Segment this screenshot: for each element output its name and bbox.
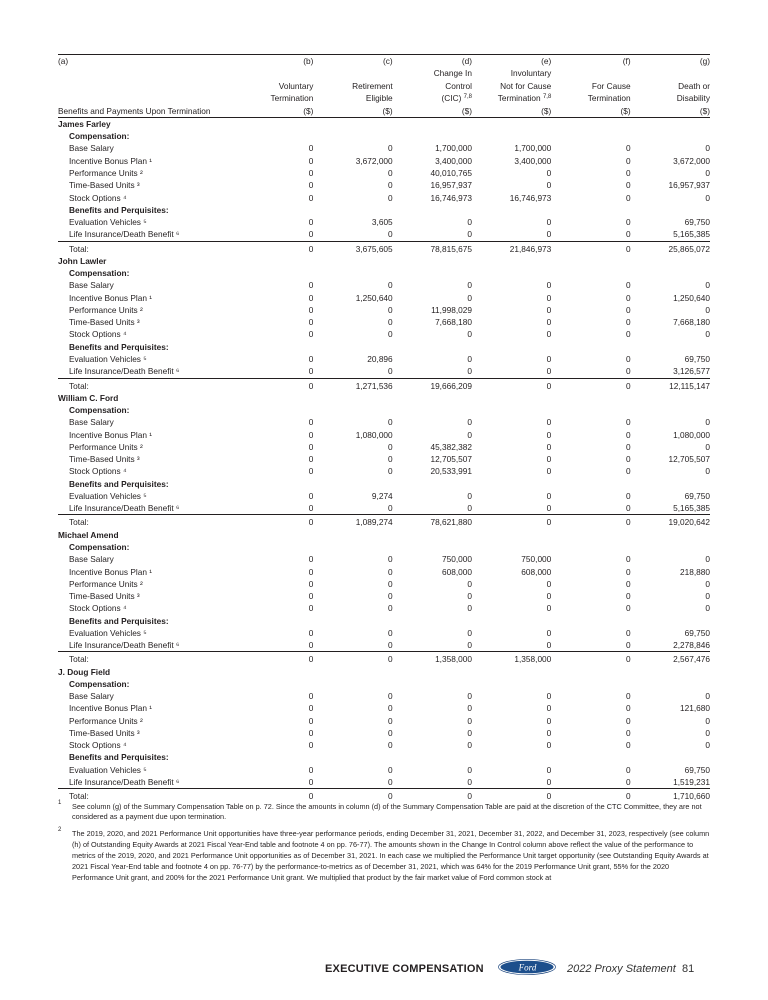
svg-text:Ford: Ford [518,962,537,972]
